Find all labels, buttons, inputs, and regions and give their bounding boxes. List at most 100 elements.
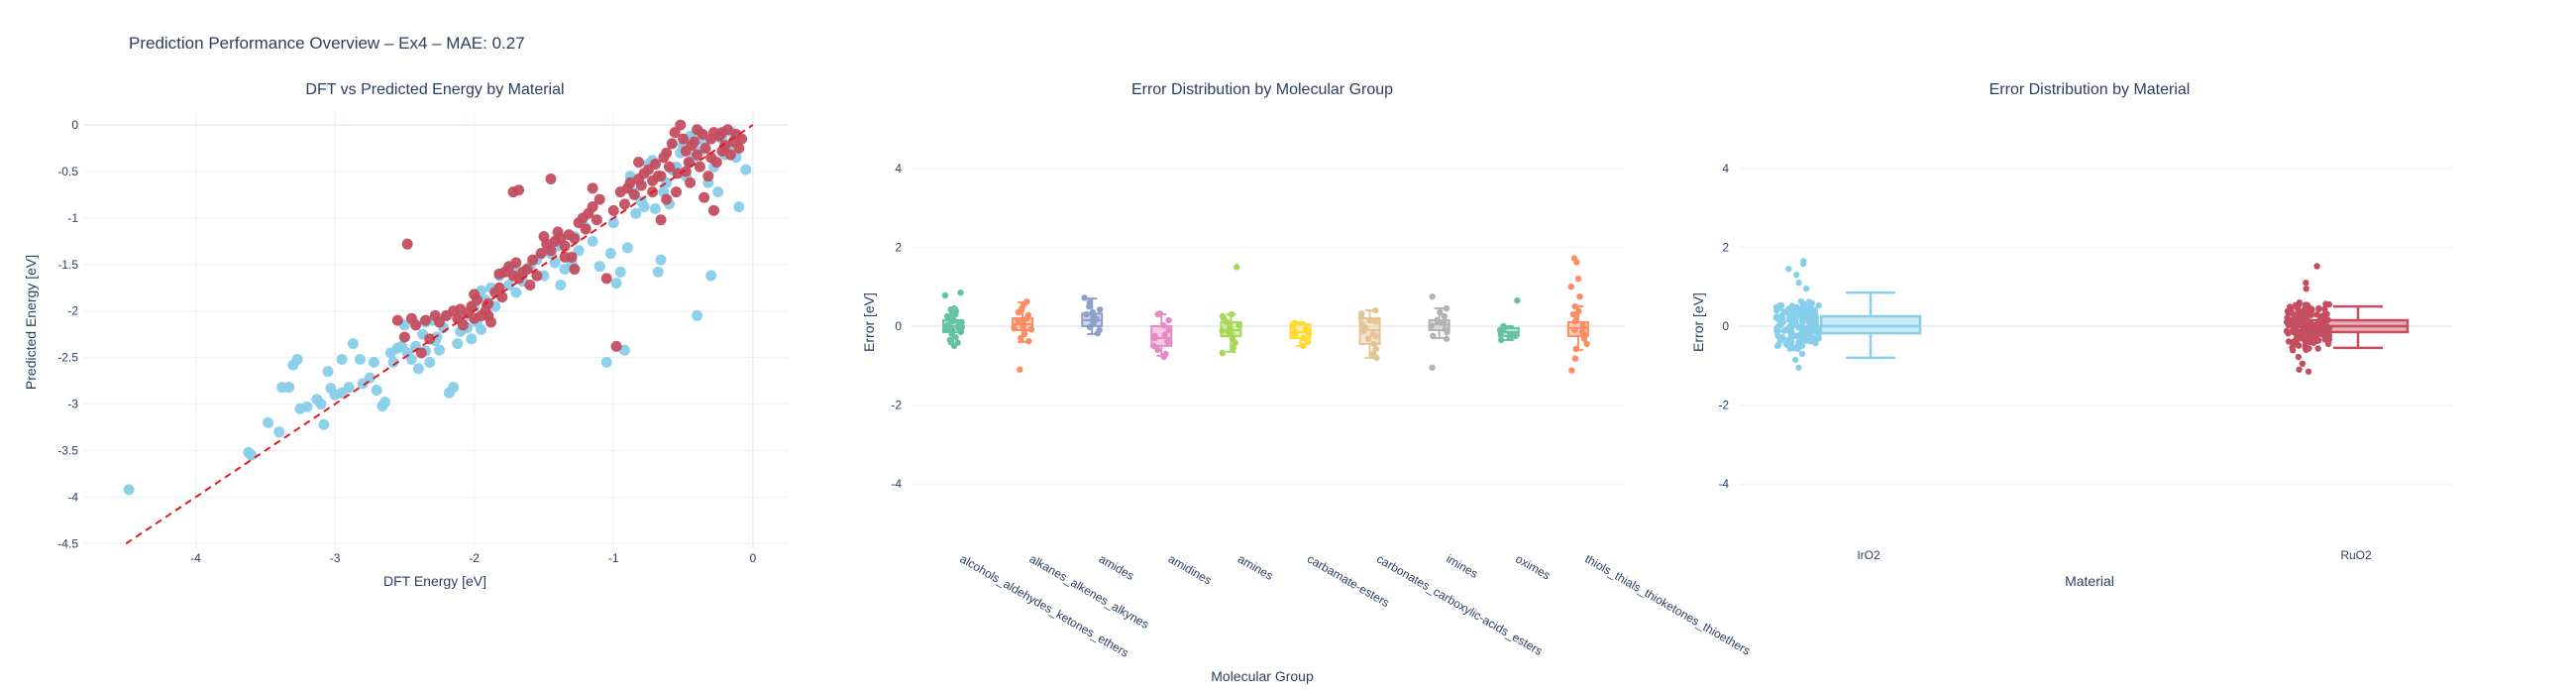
box-point bbox=[1020, 330, 1028, 338]
box-point bbox=[1373, 354, 1380, 362]
panel-1-point bbox=[705, 270, 717, 282]
box-point bbox=[1792, 272, 1800, 279]
box-point bbox=[1290, 322, 1297, 330]
panel-2-box-alcohols_aldehydes_ketones_ethers bbox=[941, 289, 966, 350]
panel-1-point bbox=[434, 344, 446, 356]
panel-1-point bbox=[663, 161, 675, 173]
box-point bbox=[1579, 322, 1586, 329]
panel-2-ylabel: Error [eV] bbox=[861, 292, 877, 352]
box-point bbox=[1359, 327, 1367, 334]
panel-1-x-tick-label: -1 bbox=[608, 551, 619, 565]
panel-1-point bbox=[649, 203, 661, 215]
panel-1-point bbox=[415, 347, 427, 359]
box-point bbox=[1796, 338, 1803, 346]
box-point bbox=[1428, 322, 1435, 330]
panel-1-y-tick-label: 0 bbox=[71, 118, 78, 132]
box-point bbox=[1372, 345, 1379, 353]
panel-2-box-imines bbox=[1428, 292, 1450, 371]
panel-1-point bbox=[535, 248, 547, 260]
box-point bbox=[1777, 321, 1784, 328]
panel-1-x-tick-label: -2 bbox=[469, 551, 480, 565]
panel-3-ylabel: Error [eV] bbox=[1690, 292, 1706, 352]
box-point bbox=[1803, 309, 1811, 317]
box-point bbox=[1779, 314, 1786, 322]
box-point bbox=[1799, 331, 1806, 338]
box-point bbox=[2297, 328, 2304, 335]
box-point bbox=[1291, 331, 1299, 338]
box-point bbox=[1094, 329, 1102, 337]
box-point bbox=[1226, 320, 1234, 328]
panel-1-point bbox=[493, 282, 505, 293]
box-point bbox=[1165, 316, 1172, 324]
panel-1-point bbox=[655, 254, 667, 266]
panel-2-box-carbonates_carboxylic-acids_esters bbox=[1357, 306, 1381, 362]
box-point bbox=[1372, 332, 1379, 340]
box-point bbox=[2299, 360, 2307, 368]
box-point bbox=[1083, 310, 1090, 318]
box-point bbox=[946, 314, 954, 321]
panel-1-point bbox=[531, 270, 543, 282]
box-point bbox=[2306, 345, 2312, 352]
panel-2-box-thiols_thials_thioketones_thioethers bbox=[1566, 255, 1590, 374]
panel-1-point bbox=[628, 188, 640, 200]
box-point bbox=[1165, 326, 1172, 334]
box-point bbox=[1514, 296, 1521, 304]
box-point bbox=[1429, 292, 1436, 300]
panel-1-point bbox=[712, 186, 724, 198]
panel-2-title: Error Distribution by Molecular Group bbox=[1131, 81, 1393, 98]
panel-1-point bbox=[607, 204, 619, 216]
box-point bbox=[1777, 301, 1785, 309]
box-point bbox=[1372, 318, 1379, 325]
panel-2-x-tick-label: thiols_thials_thioketones_thioethers bbox=[1582, 551, 1753, 657]
panel-1-point bbox=[379, 397, 391, 408]
panel-1-point bbox=[559, 240, 571, 252]
panel-1-point bbox=[593, 261, 605, 273]
panel-2-y-tick-label: -2 bbox=[891, 399, 902, 412]
box-point bbox=[2313, 263, 2320, 270]
panel-1-x-tick-label: -4 bbox=[190, 551, 201, 565]
box-point bbox=[1366, 316, 1373, 324]
panel-2-y-tick-label: 2 bbox=[895, 240, 902, 254]
box-point bbox=[1443, 304, 1450, 312]
panel-3-x-tick-label: IrO2 bbox=[1857, 548, 1880, 562]
panel-1-point bbox=[707, 204, 719, 216]
box-point bbox=[1792, 356, 1799, 364]
box-point bbox=[1081, 294, 1088, 301]
panel-2-x-tick-label: amidines bbox=[1166, 551, 1215, 587]
box-point bbox=[1437, 318, 1444, 326]
box-point bbox=[1357, 314, 1365, 321]
panel-1-point bbox=[624, 176, 636, 188]
box-point bbox=[2286, 320, 2293, 327]
box-point bbox=[1018, 306, 1024, 314]
panel-1-point bbox=[590, 214, 602, 226]
box-point bbox=[2287, 303, 2294, 310]
panel-1-point bbox=[398, 331, 410, 343]
box-point bbox=[1497, 328, 1505, 336]
panel-1-point bbox=[452, 338, 464, 350]
panel-1-point bbox=[655, 171, 667, 182]
panel-1-point bbox=[614, 266, 626, 278]
box-point bbox=[1018, 334, 1024, 342]
box-point bbox=[1154, 346, 1161, 354]
panel-1-point bbox=[391, 314, 403, 326]
box-point bbox=[1786, 345, 1794, 352]
figure-title: Prediction Performance Overview – Ex4 – … bbox=[129, 34, 525, 53]
panel-1-point bbox=[692, 309, 703, 321]
panel-1-point bbox=[559, 251, 571, 263]
panel-2-y-tick-label: 0 bbox=[895, 319, 902, 333]
box-point bbox=[943, 325, 950, 333]
box-point bbox=[1773, 327, 1780, 334]
panel-1-point bbox=[638, 201, 650, 213]
box-point bbox=[1571, 302, 1578, 310]
box-point bbox=[1583, 340, 1590, 348]
panel-2-x-tick-label: alkanes_alkenes_alkynes bbox=[1027, 551, 1151, 632]
box-point bbox=[1568, 367, 1575, 374]
panel-1-point bbox=[387, 356, 399, 368]
panel-2-box-carbamate-esters bbox=[1289, 319, 1313, 350]
box-point bbox=[1300, 334, 1307, 342]
panel-1-point bbox=[678, 133, 690, 145]
panel-box-materials: Error Distribution by Material Material … bbox=[1690, 81, 2452, 589]
panel-1-point bbox=[401, 238, 413, 250]
panel-2-x-tick-label: oximes bbox=[1513, 551, 1553, 582]
panel-3-y-tick-label: -4 bbox=[1718, 477, 1729, 491]
